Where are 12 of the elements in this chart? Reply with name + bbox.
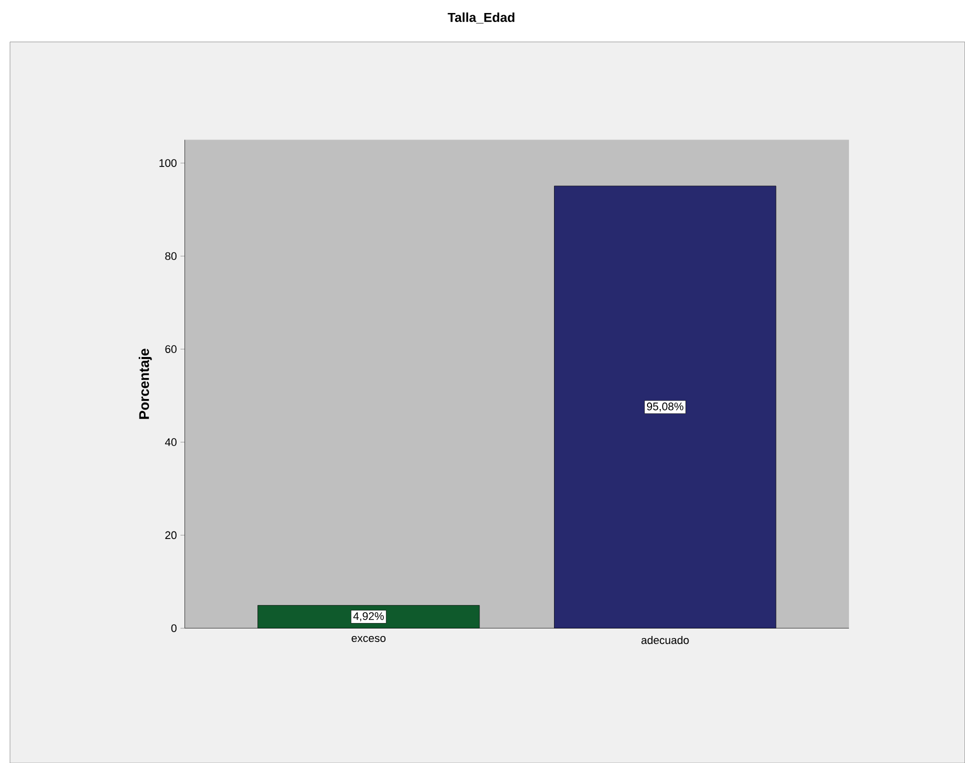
x-tick-label: adecuado (641, 636, 689, 644)
y-tick-label: 80 (165, 252, 177, 260)
y-tick-label: 100 (159, 159, 177, 167)
y-tick-label: 40 (165, 438, 177, 446)
data-label: 4,92% (353, 612, 384, 622)
y-tick-label: 0 (171, 624, 177, 632)
y-axis-title: Porcentaje (138, 348, 152, 419)
y-tick-label: 60 (165, 345, 177, 353)
y-tick-label: 20 (165, 531, 177, 539)
data-label: 95,08% (647, 402, 684, 412)
x-tick-label: exceso (352, 636, 386, 642)
chart-title: Talla_Edad (448, 12, 514, 24)
